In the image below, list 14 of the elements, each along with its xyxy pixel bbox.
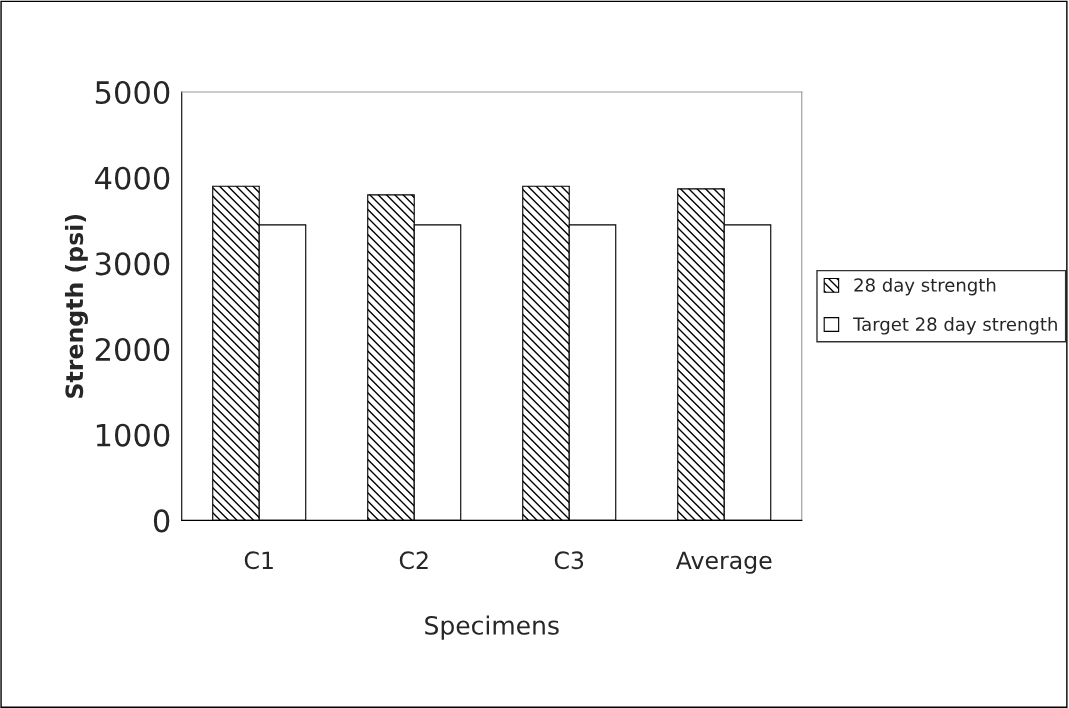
- x-tick-label: C3: [554, 551, 584, 570]
- x-axis-title: Specimens: [425, 615, 559, 640]
- y-tick-label: 3000: [95, 252, 170, 276]
- y-tick-label: 1000: [96, 423, 170, 447]
- y-tick-label: 5000: [95, 80, 170, 105]
- legend-label: 28 day strength: [854, 277, 996, 296]
- y-axis-title: Strength (psi): [64, 214, 88, 398]
- legend-label: Target 28 day strength: [853, 317, 1057, 335]
- y-tick-label: 2000: [95, 337, 170, 362]
- x-tick-label: C2: [399, 551, 428, 570]
- x-tick-label: C1: [244, 551, 273, 570]
- x-tick-label: Average: [675, 551, 772, 574]
- y-tick-label: 0: [153, 509, 170, 533]
- y-tick-label: 4000: [95, 166, 170, 190]
